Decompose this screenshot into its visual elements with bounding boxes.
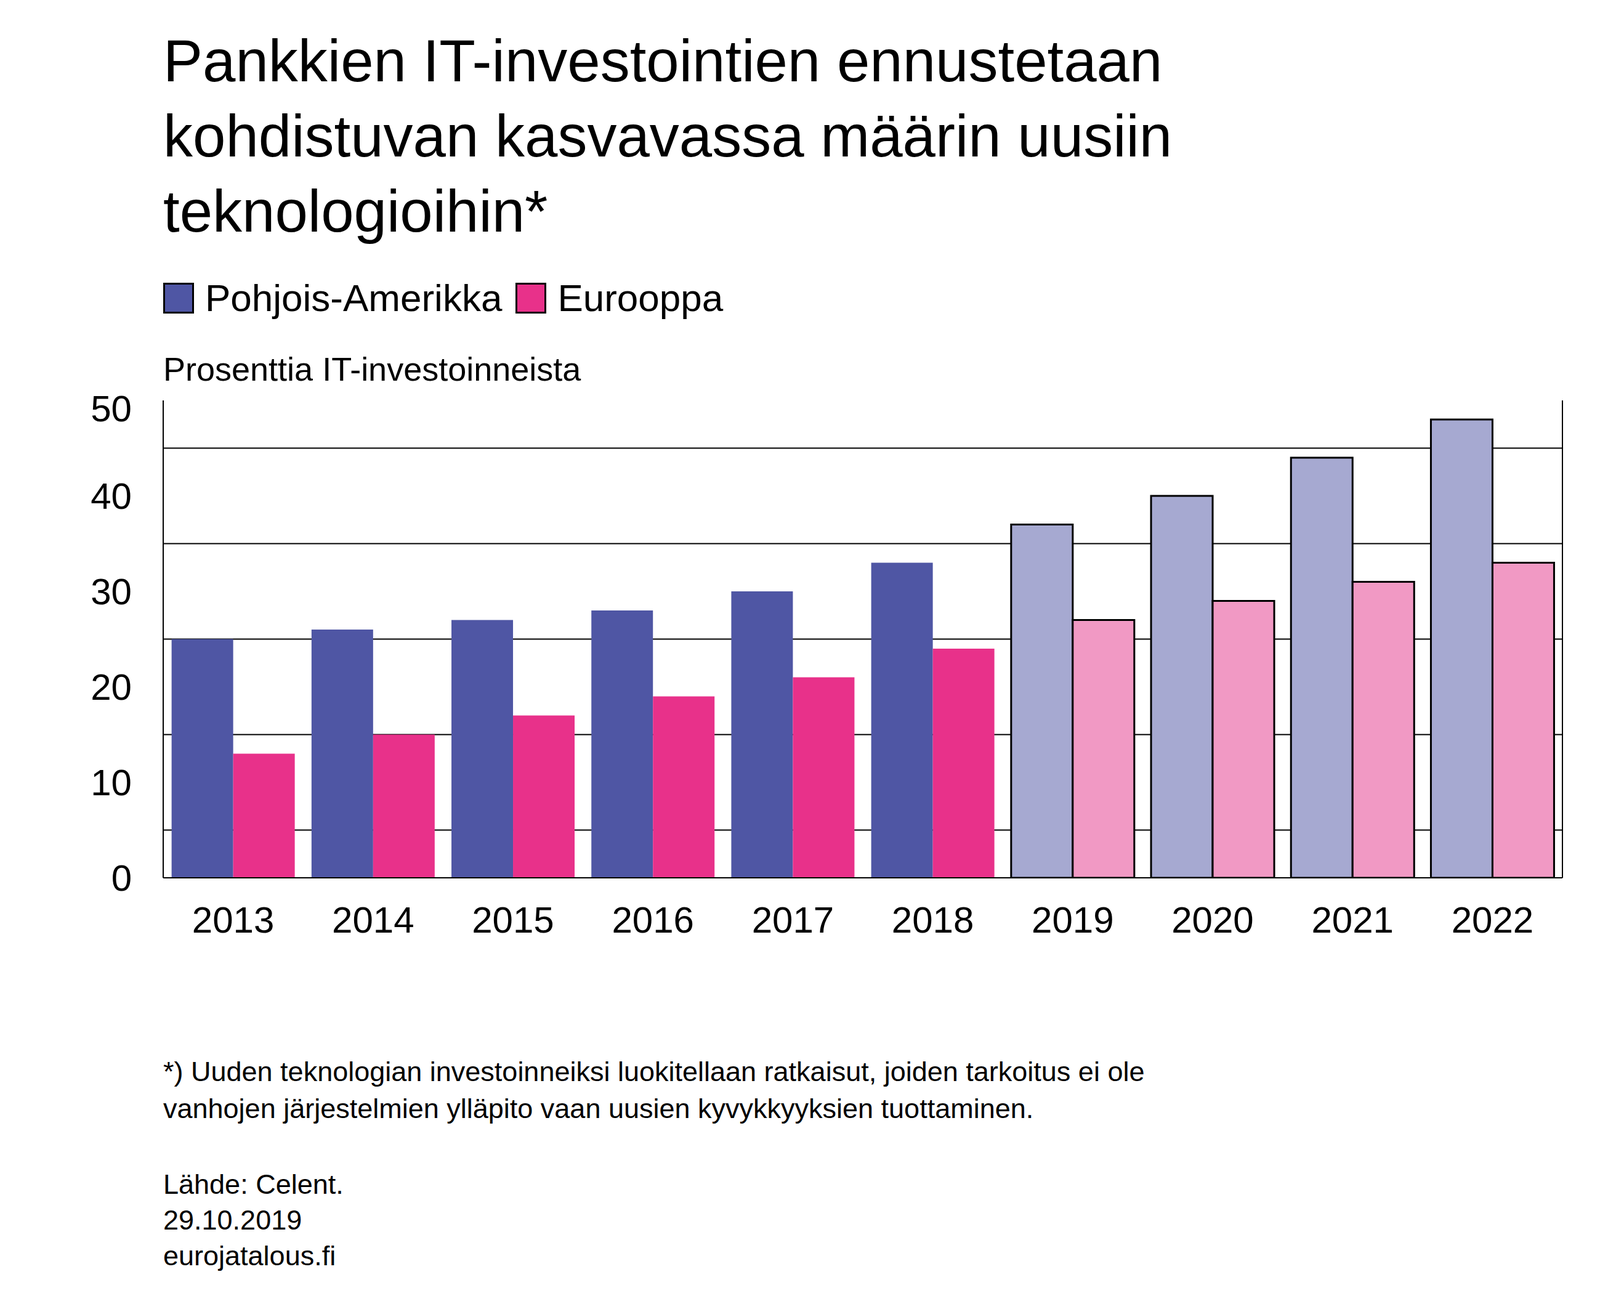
svg-text:30: 30 <box>90 570 132 613</box>
svg-text:2013: 2013 <box>192 899 275 941</box>
svg-text:2014: 2014 <box>331 899 414 941</box>
svg-text:2016: 2016 <box>611 899 694 941</box>
svg-text:2015: 2015 <box>471 899 554 941</box>
svg-text:50: 50 <box>90 387 132 430</box>
html-text:Lähde: Celent.: Lähde: Celent. <box>163 1168 344 1200</box>
html-text:Eurooppa: Eurooppa <box>557 276 724 320</box>
svg-text:0: 0 <box>111 857 132 899</box>
html-text:*) Uuden teknologian investoin: *) Uuden teknologian investoinneiksi luo… <box>163 1055 1145 1124</box>
svg-text:2022: 2022 <box>1451 899 1534 941</box>
svg-text:2017: 2017 <box>751 899 834 941</box>
svg-text:2020: 2020 <box>1171 899 1254 941</box>
html-text:29.10.2019: 29.10.2019 <box>163 1204 302 1236</box>
svg-text:10: 10 <box>90 761 132 804</box>
html-text:Pankkien IT-investointien ennu: Pankkien IT-investointien ennustetaan ko… <box>163 27 1173 244</box>
html-text:eurojatalous.fi: eurojatalous.fi <box>163 1239 336 1272</box>
svg-text:40: 40 <box>90 475 132 517</box>
svg-text:2019: 2019 <box>1031 899 1114 941</box>
html-text:Prosenttia IT-investoinneista: Prosenttia IT-investoinneista <box>163 350 582 388</box>
svg-text:2021: 2021 <box>1311 899 1394 941</box>
html-text:Pohjois-Amerikka: Pohjois-Amerikka <box>205 276 503 320</box>
svg-text:20: 20 <box>90 666 132 708</box>
svg-text:2018: 2018 <box>891 899 974 941</box>
